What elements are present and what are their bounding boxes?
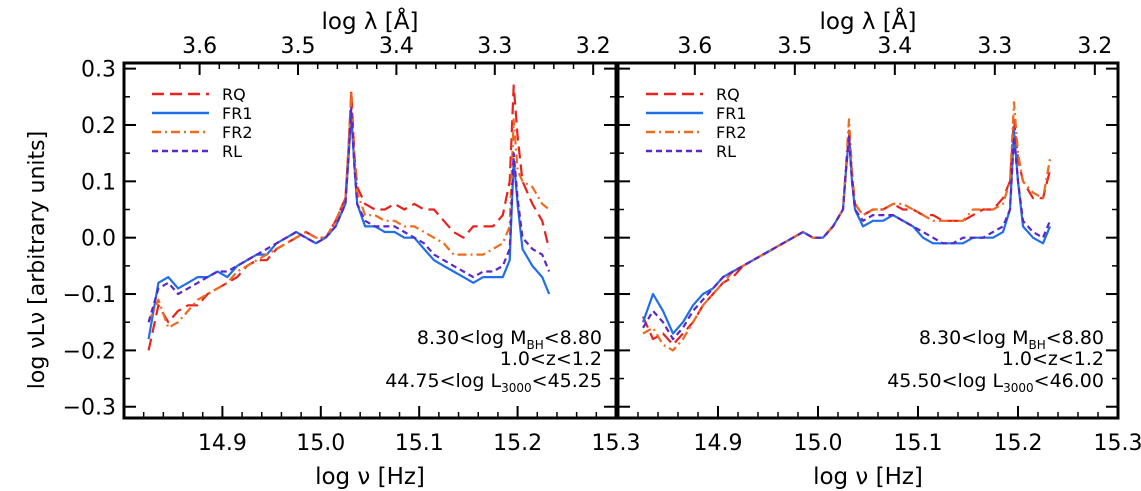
annotation-part: <8.80 bbox=[1046, 327, 1104, 349]
x-tick-label: 15.3 bbox=[592, 431, 641, 456]
top-tick-label: 3.6 bbox=[677, 34, 712, 59]
legend-label: RL bbox=[716, 142, 736, 161]
y-tick-label: −0.3 bbox=[63, 396, 116, 421]
x-tick-label: 15.2 bbox=[493, 431, 542, 456]
bottom-axis-label: log ν [Hz] bbox=[315, 464, 425, 490]
top-axis-label: log λ [Å] bbox=[322, 7, 419, 35]
y-tick-label: 0.1 bbox=[81, 170, 116, 195]
x-tick-label: 14.9 bbox=[198, 431, 247, 456]
series-line-rl bbox=[642, 135, 1052, 341]
plot-frame bbox=[122, 61, 618, 420]
annotation-mass-range: 8.30<log MBH<8.80 bbox=[417, 327, 602, 352]
x-tick-label: 14.9 bbox=[694, 431, 743, 456]
legend-label: FR1 bbox=[222, 104, 253, 123]
annotation-block: 8.30<log MBH<8.801.0<z<1.245.50<log L300… bbox=[887, 327, 1104, 395]
annotation-subscript: BH bbox=[1029, 338, 1046, 352]
annotation-luminosity-range: 44.75<log L3000<45.25 bbox=[385, 370, 602, 395]
legend-label: FR2 bbox=[222, 123, 253, 142]
top-axis-label: log λ [Å] bbox=[820, 7, 917, 35]
right-panel: 14.9 15.0 15.1 15.2 15.3 3.6 3.5 3.4 3.3 3.2 log λ… bbox=[616, 7, 1141, 490]
annotation-part: 44.75<log L bbox=[385, 370, 501, 392]
annotation-part: <46.00 bbox=[1034, 370, 1104, 392]
annotation-part: <45.25 bbox=[532, 370, 602, 392]
annotation-part: 8.30<log M bbox=[417, 327, 527, 349]
top-tick-label: 3.5 bbox=[280, 34, 315, 59]
x-tick-label: 15.0 bbox=[296, 431, 345, 456]
annotation-subscript: BH bbox=[527, 338, 544, 352]
series-line-fr2 bbox=[642, 101, 1052, 352]
y-tick-label: −0.1 bbox=[63, 283, 116, 308]
y-tick-label: −0.2 bbox=[63, 339, 116, 364]
series-line-rl bbox=[147, 107, 551, 323]
y-tick-label: 0.0 bbox=[81, 227, 116, 252]
legend-label: RL bbox=[222, 142, 242, 161]
top-tick-label: 3.2 bbox=[576, 34, 611, 59]
annotation-part: 8.30<log M bbox=[919, 327, 1029, 349]
series-line-fr2 bbox=[147, 90, 550, 329]
annotation-redshift-range: 1.0<z<1.2 bbox=[1002, 348, 1104, 370]
annotation-subscript: 3000 bbox=[1003, 381, 1034, 395]
annotation-block: 8.30<log MBH<8.801.0<z<1.244.75<log L300… bbox=[385, 327, 602, 395]
series-group bbox=[641, 101, 1052, 352]
annotation-luminosity-range: 45.50<log L3000<46.00 bbox=[887, 370, 1104, 395]
x-tick-label: 15.1 bbox=[894, 431, 943, 456]
annotation-mass-range: 8.30<log MBH<8.80 bbox=[919, 327, 1104, 352]
legend-label: FR2 bbox=[716, 123, 747, 142]
legend-label: RQ bbox=[716, 85, 740, 104]
annotation-part: 45.50<log L bbox=[887, 370, 1003, 392]
top-tick-label: 3.2 bbox=[1077, 34, 1112, 59]
x-tick-label: 15.1 bbox=[395, 431, 444, 456]
x-tick-label: 15.0 bbox=[794, 431, 843, 456]
bottom-axis-label: log ν [Hz] bbox=[813, 464, 923, 490]
top-tick-label: 3.5 bbox=[777, 34, 812, 59]
y-tick-label: 0.3 bbox=[81, 58, 116, 83]
top-tick-label: 3.4 bbox=[379, 34, 414, 59]
top-tick-label: 3.6 bbox=[182, 34, 217, 59]
legend-label: RQ bbox=[222, 85, 246, 104]
left-panel: 14.9 15.0 15.1 15.2 15.3 3.6 3.5 3.4 3.3 3.2 −0.3 −… bbox=[63, 7, 641, 490]
x-tick-label: 15.2 bbox=[994, 431, 1043, 456]
y-axis-label: log νLν [arbitrary units] bbox=[25, 131, 50, 389]
annotation-subscript: 3000 bbox=[501, 381, 532, 395]
top-tick-label: 3.3 bbox=[977, 34, 1012, 59]
series-group bbox=[147, 84, 551, 351]
x-tick-label: 15.3 bbox=[1094, 431, 1141, 456]
annotation-part: <8.80 bbox=[544, 327, 602, 349]
legend-label: FR1 bbox=[716, 104, 747, 123]
y-tick-label: 0.2 bbox=[81, 114, 116, 139]
annotation-redshift-range: 1.0<z<1.2 bbox=[500, 348, 602, 370]
top-tick-label: 3.3 bbox=[477, 34, 512, 59]
top-tick-label: 3.4 bbox=[877, 34, 912, 59]
plot-frame bbox=[616, 61, 1120, 420]
